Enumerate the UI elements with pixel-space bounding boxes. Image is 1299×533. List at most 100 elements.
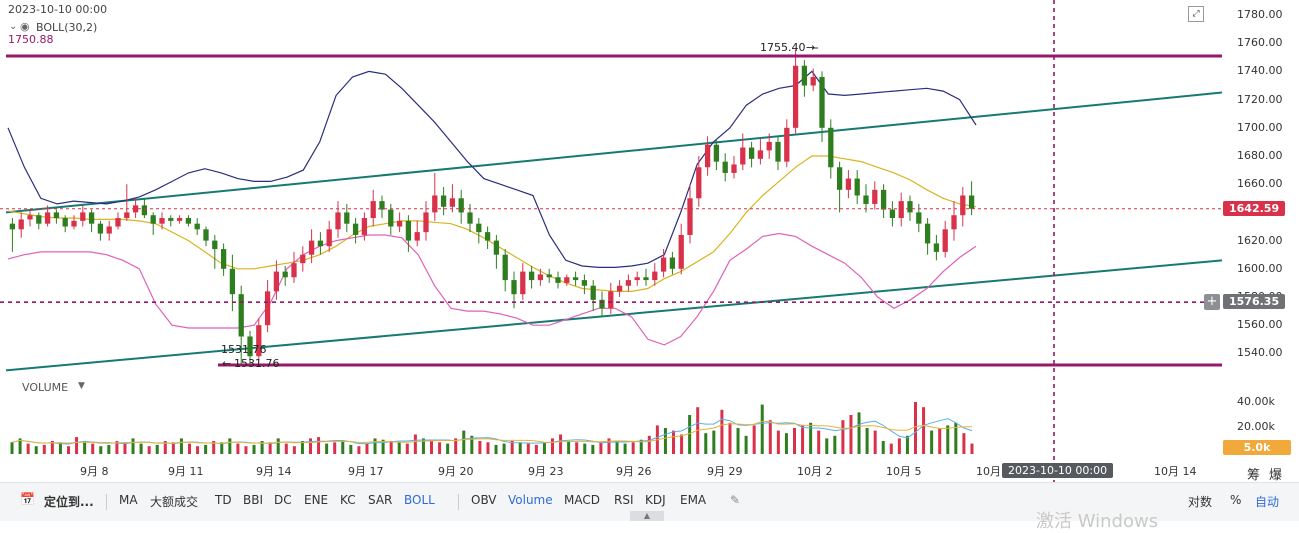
candle-body <box>150 215 156 224</box>
volume-bar <box>962 433 966 454</box>
candle-body <box>185 218 192 224</box>
percent-scale-button[interactable]: % <box>1230 493 1242 507</box>
volume-bar <box>171 442 175 454</box>
indicator-tab-kc[interactable]: KC <box>340 493 356 507</box>
volume-bar <box>672 430 675 454</box>
indicator-tab-bbi[interactable]: BBI <box>243 493 264 507</box>
volume-bar <box>42 444 46 454</box>
candle-body <box>687 198 693 235</box>
volume-bar <box>179 438 183 454</box>
volume-bar <box>857 412 861 454</box>
candle-body <box>828 127 834 168</box>
candle-body <box>757 150 764 159</box>
toolbar-divider <box>458 494 459 510</box>
volume-bar <box>188 443 191 454</box>
volume-bar <box>534 444 538 454</box>
volume-bar <box>333 442 337 454</box>
scroll-handle-icon[interactable]: ▲ <box>630 511 664 521</box>
volume-bar <box>220 442 224 454</box>
calendar-icon[interactable]: 📅 <box>20 492 35 506</box>
explode-button[interactable]: 爆 <box>1269 468 1283 483</box>
sub-indicator-tab-rsi[interactable]: RSI <box>614 493 634 507</box>
indicator-tab-boll[interactable]: BOLL <box>404 493 435 507</box>
candle-body <box>141 205 148 216</box>
indicator-tab-sar[interactable]: SAR <box>368 493 393 507</box>
volume-bar <box>760 404 764 454</box>
indicator-tab-dc[interactable]: DC <box>274 493 292 507</box>
price-chart[interactable] <box>0 0 1299 482</box>
indicator-tab-ene[interactable]: ENE <box>304 493 329 507</box>
candle-body <box>176 218 183 221</box>
locate-button[interactable]: 定位到... <box>44 495 94 509</box>
header-datetime: 2023-10-10 00:00 <box>8 3 108 16</box>
edit-icon[interactable]: ✎ <box>730 493 741 507</box>
volume-bar <box>728 422 732 454</box>
candle-body <box>678 234 684 269</box>
candle-body <box>511 280 517 295</box>
volume-bar <box>688 415 692 454</box>
candle-body <box>194 223 200 230</box>
candle-body <box>317 240 324 247</box>
volume-bar <box>454 438 458 454</box>
chips-button[interactable]: 筹 <box>1247 468 1261 483</box>
volume-bar <box>139 443 143 454</box>
candle-body <box>819 77 825 128</box>
fullscreen-icon[interactable]: ⤢ <box>1188 6 1204 22</box>
volume-bar <box>83 441 87 454</box>
volume-bar <box>647 435 651 454</box>
candle-body <box>722 161 728 173</box>
candle-body <box>458 198 464 213</box>
sub-indicator-tab-ema[interactable]: EMA <box>680 493 707 507</box>
auto-scale-button[interactable]: 自动 <box>1255 495 1280 509</box>
volume-bar <box>268 442 272 454</box>
eye-icon[interactable]: ◉ <box>20 20 30 33</box>
indicator-tab-ma[interactable]: MA <box>119 493 138 507</box>
volume-bar <box>736 428 740 454</box>
volume-ma-long <box>11 420 972 444</box>
boll-indicator-label[interactable]: BOLL(30,2) <box>36 21 98 34</box>
volume-bar <box>712 430 716 454</box>
log-scale-button[interactable]: 对数 <box>1188 495 1213 509</box>
candle-body <box>97 223 104 234</box>
indicator-tab-大额成交[interactable]: 大额成交 <box>150 495 199 509</box>
volume-bar <box>551 438 554 454</box>
time-tick-label: 9月 26 <box>616 465 652 478</box>
candle-body <box>53 212 60 219</box>
volume-bar <box>526 443 530 454</box>
sub-indicator-tab-kdj[interactable]: KDJ <box>645 493 666 507</box>
volume-bar <box>841 420 845 454</box>
volume-bar <box>228 438 232 454</box>
sub-indicator-tab-macd[interactable]: MACD <box>564 493 600 507</box>
volume-bar <box>357 446 361 454</box>
candle-body <box>581 280 588 286</box>
indicator-tab-td[interactable]: TD <box>215 493 232 507</box>
candle-body <box>634 277 640 281</box>
candle-body <box>748 147 755 159</box>
time-tick-label: 10月 <box>976 465 1001 478</box>
volume-bar <box>147 446 151 454</box>
candle-body <box>960 195 966 216</box>
volume-bar <box>567 441 571 454</box>
candle-body <box>229 268 236 295</box>
sub-indicator-tab-volume[interactable]: Volume <box>508 493 553 507</box>
volume-dropdown-icon[interactable]: ▼ <box>78 381 85 391</box>
volume-bar <box>67 446 70 454</box>
collapse-icon[interactable]: ⌄ <box>9 21 18 32</box>
candle-body <box>335 212 341 230</box>
candle-body <box>484 232 491 241</box>
candle-body <box>159 218 165 224</box>
crosshair-add-icon[interactable]: + <box>1204 294 1220 310</box>
volume-bar <box>905 435 909 454</box>
volume-bar <box>849 415 853 454</box>
candle-body <box>115 218 121 227</box>
sub-indicator-tab-obv[interactable]: OBV <box>471 493 497 507</box>
candle-body <box>71 220 77 227</box>
volume-label[interactable]: VOLUME <box>22 381 69 394</box>
candle-body <box>555 277 561 283</box>
time-tick-label: 9月 11 <box>168 465 204 478</box>
volume-bar <box>954 422 958 454</box>
volume-bar <box>470 435 474 454</box>
candle-body <box>300 254 306 264</box>
candle-body <box>696 167 702 199</box>
